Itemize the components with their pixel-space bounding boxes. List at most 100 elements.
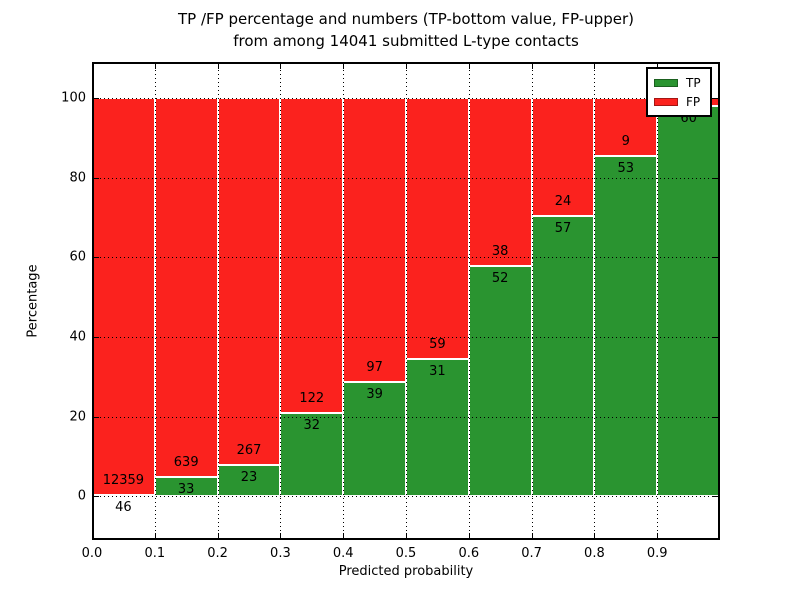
chart-title-line1: TP /FP percentage and numbers (TP-bottom… [178, 10, 634, 28]
tick-mark [280, 533, 282, 538]
x-tick-label: 0.3 [270, 546, 291, 561]
bar-fp-segment [280, 97, 344, 414]
x-tick-label: 0.5 [395, 546, 417, 561]
fp-count-label: 24 [554, 193, 572, 209]
bar-fp-segment [406, 97, 469, 359]
tick-mark [713, 97, 718, 99]
tick-mark [92, 64, 93, 69]
tick-mark [531, 64, 533, 69]
bar-fp-segment [468, 97, 532, 267]
tick-mark [94, 416, 99, 418]
x-tick-label: 0.7 [521, 546, 542, 561]
bar-tp-segment [406, 358, 469, 497]
tick-mark [713, 257, 718, 259]
tick-mark [713, 177, 718, 179]
fp-count-label: 59 [429, 336, 446, 352]
legend-item-tp: TP [654, 73, 704, 92]
y-tick-label: 0 [77, 488, 86, 504]
gridline [657, 62, 659, 540]
gridline [343, 62, 345, 540]
x-tick-label: 0.4 [332, 546, 354, 561]
legend-label-tp: TP [686, 75, 701, 90]
bar-tp-segment [657, 105, 720, 497]
legend-label-fp: FP [686, 94, 701, 109]
fp-count-label: 639 [173, 454, 199, 470]
y-tick-label: 80 [69, 170, 86, 186]
y-tick-label: 60 [69, 249, 86, 265]
bar-fp-segment [343, 97, 406, 382]
bar-fp-segment [217, 97, 281, 465]
tick-mark [594, 64, 596, 69]
x-tick-label: 0.6 [458, 546, 480, 561]
fp-count-label: 9 [621, 133, 630, 149]
tick-mark [594, 533, 596, 538]
tp-count-label: 53 [617, 160, 635, 176]
gridline [594, 62, 596, 540]
x-tick-label: 0.8 [584, 546, 605, 561]
x-axis-label: Predicted probability [338, 564, 474, 579]
tick-mark [94, 336, 99, 338]
tp-count-label: 32 [303, 418, 321, 434]
fp-count-label: 122 [299, 391, 325, 407]
bar-tp-segment [343, 381, 406, 497]
tick-mark [94, 97, 99, 99]
tick-mark [713, 496, 718, 498]
y-tick-label: 40 [69, 329, 86, 345]
tp-count-label: 57 [554, 220, 572, 236]
tick-mark [92, 533, 93, 538]
gridline [468, 62, 470, 540]
tp-count-label: 46 [115, 499, 132, 515]
x-tick-label: 0.2 [207, 546, 228, 561]
bar-tp-segment [280, 413, 344, 497]
tp-count-label: 33 [177, 481, 195, 497]
fp-count-label: 38 [491, 244, 509, 260]
tp-count-label: 39 [366, 386, 383, 402]
x-tick-label: 0.0 [81, 546, 103, 561]
tp-color-swatch-icon [654, 78, 678, 87]
tick-mark [343, 64, 345, 69]
gridline [217, 62, 219, 540]
tick-mark [713, 416, 718, 418]
gridline [531, 62, 533, 540]
fp-count-label: 267 [236, 442, 262, 458]
y-tick-label: 100 [61, 90, 86, 106]
tick-mark [343, 533, 345, 538]
tick-mark [713, 336, 718, 338]
bar-fp-segment [92, 97, 155, 495]
y-tick-label: 20 [69, 409, 86, 425]
tick-mark [468, 533, 470, 538]
tick-mark [154, 533, 156, 538]
tick-mark [531, 533, 533, 538]
bar-fp-segment [154, 97, 218, 477]
tick-mark [657, 64, 659, 69]
bar-fp-segment [531, 97, 595, 216]
bar-tp-segment [594, 155, 658, 497]
bar-tp-segment [468, 266, 532, 497]
tick-mark [217, 64, 219, 69]
tick-mark [657, 533, 659, 538]
tp-count-label: 52 [491, 271, 509, 287]
tick-mark [468, 64, 470, 69]
tick-mark [154, 64, 156, 69]
fp-count-label: 97 [366, 359, 383, 375]
gridline [406, 62, 407, 540]
tick-mark [94, 496, 99, 498]
gridline [280, 62, 282, 540]
tp-count-label: 31 [429, 363, 446, 379]
tick-mark [217, 533, 219, 538]
legend: TP FP [646, 67, 712, 117]
tick-mark [94, 177, 99, 179]
tick-mark [94, 257, 99, 259]
tp-count-label: 23 [240, 469, 258, 485]
gridline [154, 62, 156, 540]
chart-title-line2: from among 14041 submitted L-type contac… [233, 32, 579, 50]
x-tick-label: 0.9 [646, 546, 668, 561]
tick-mark [406, 64, 407, 69]
fp-count-label: 12359 [102, 472, 145, 488]
tick-mark [280, 64, 282, 69]
y-axis-label: Percentage [25, 264, 41, 338]
x-tick-label: 0.1 [144, 546, 166, 561]
tick-mark [406, 533, 407, 538]
legend-item-fp: FP [654, 92, 704, 111]
